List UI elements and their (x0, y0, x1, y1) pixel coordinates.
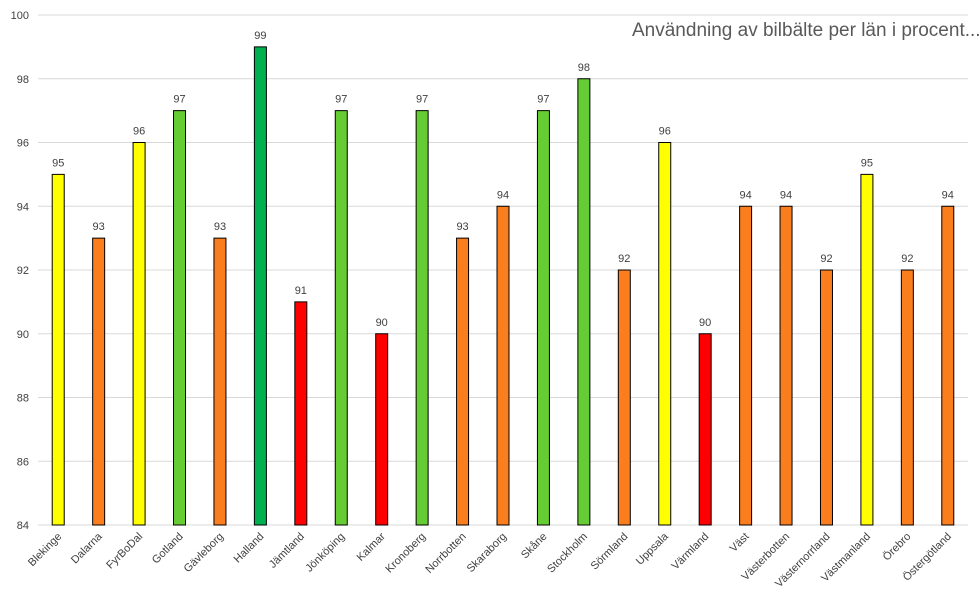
data-label: 94 (739, 189, 751, 201)
data-label: 91 (295, 285, 307, 297)
y-tick-label: 100 (11, 10, 29, 22)
data-label: 94 (942, 189, 954, 201)
data-label: 95 (52, 157, 64, 169)
x-category-label: Värmland (670, 531, 712, 573)
y-tick-label: 88 (17, 393, 29, 405)
data-label: 99 (254, 30, 266, 42)
bar-gotland (173, 110, 187, 526)
x-category-label: FyrBoDal (104, 531, 145, 572)
bar-uppsala (658, 142, 672, 526)
y-tick-label: 84 (17, 520, 29, 532)
bar-väst (739, 205, 753, 526)
x-category-label: Jämtland (267, 531, 307, 571)
y-tick-label: 92 (17, 265, 29, 277)
x-category-label: Blekinge (26, 531, 64, 569)
data-labels: 95 93 96 97 93 99 91 97 90 97 93 94 97 98 92 96 90 94 94 92… (52, 30, 954, 329)
x-category-label: Väst (728, 531, 752, 555)
data-label: 93 (456, 221, 468, 233)
bar-gävleborg (213, 237, 227, 526)
x-category-label: Skåne (519, 531, 550, 562)
x-category-label: Jönköping (303, 531, 347, 575)
data-label: 93 (93, 221, 105, 233)
data-label: 94 (497, 189, 509, 201)
y-tick-label: 86 (17, 456, 29, 468)
data-label: 92 (618, 253, 630, 265)
data-label: 97 (537, 94, 549, 106)
data-label: 98 (578, 62, 590, 74)
x-category-label: Norrbotten (423, 531, 468, 576)
data-label: 93 (214, 221, 226, 233)
x-category-label: Gävleborg (182, 531, 226, 575)
bar-västmanland (860, 173, 874, 526)
bar-värmland (698, 333, 712, 526)
bar-västerbotten (779, 205, 793, 526)
data-label: 94 (780, 189, 792, 201)
bar-jämtland (294, 301, 308, 526)
data-label: 90 (376, 317, 388, 329)
y-tick-label: 94 (17, 201, 29, 213)
bar-skaraborg (496, 205, 510, 526)
bars (51, 46, 955, 526)
bar-östergötland (941, 205, 955, 526)
data-label: 92 (901, 253, 913, 265)
x-category-label: Kronoberg (383, 531, 428, 576)
x-category-label: Örebro (881, 531, 914, 564)
bar-jönköping (334, 110, 348, 526)
data-label: 96 (133, 126, 145, 138)
data-label: 90 (699, 317, 711, 329)
y-tick-label: 90 (17, 329, 29, 341)
bar-blekinge (51, 173, 65, 526)
y-tick-label: 98 (17, 74, 29, 86)
x-category-label: Uppsala (634, 530, 672, 568)
data-label: 97 (335, 94, 347, 106)
data-label: 95 (861, 157, 873, 169)
data-label: 97 (173, 94, 185, 106)
bar-skåne (536, 110, 550, 526)
bar-sörmland (617, 269, 631, 526)
x-category-label: Dalarna (69, 530, 105, 566)
y-tick-label: 96 (17, 138, 29, 150)
x-category-label: Gotland (150, 531, 186, 567)
x-category-label: Kalmar (355, 530, 388, 563)
bar-örebro (900, 269, 914, 526)
x-category-label: Skaraborg (465, 531, 509, 575)
x-category-label: Halland (232, 531, 267, 566)
bar-stockholm (577, 78, 591, 526)
bar-dalarna (92, 237, 106, 526)
y-axis-ticks: 84 86 88 90 92 94 96 98 100 (11, 10, 29, 532)
data-label: 97 (416, 94, 428, 106)
bar-kalmar (375, 333, 389, 526)
bar-västernorrland (819, 269, 833, 526)
chart-title: Användning av bilbälte per län i procent… (632, 20, 980, 41)
data-label: 92 (820, 253, 832, 265)
bar-fyrbodal (132, 142, 146, 526)
data-label: 96 (659, 126, 671, 138)
bar-norrbotten (456, 237, 470, 526)
bar-halland (253, 46, 267, 526)
x-category-label: Sörmland (589, 531, 631, 573)
bar-kronoberg (415, 110, 429, 526)
x-category-label: Stockholm (545, 531, 590, 576)
